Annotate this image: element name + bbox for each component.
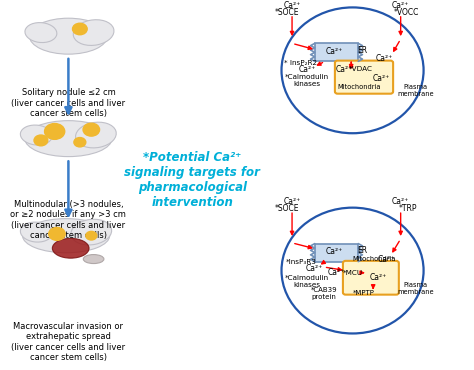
Circle shape bbox=[45, 124, 65, 139]
Text: Plasma
membrane: Plasma membrane bbox=[397, 84, 434, 97]
Text: Mitochondria: Mitochondria bbox=[352, 256, 396, 262]
Ellipse shape bbox=[83, 255, 104, 263]
Text: Ca²⁺: Ca²⁺ bbox=[376, 54, 393, 63]
Text: Plasma
membrane: Plasma membrane bbox=[397, 282, 434, 295]
Text: *TRP: *TRP bbox=[398, 204, 417, 213]
Ellipse shape bbox=[20, 125, 52, 145]
Text: ER: ER bbox=[357, 246, 367, 255]
Ellipse shape bbox=[25, 23, 57, 43]
Text: *Calmodulin
kinases: *Calmodulin kinases bbox=[285, 74, 329, 87]
Ellipse shape bbox=[29, 18, 107, 54]
Text: Ca²⁺: Ca²⁺ bbox=[377, 255, 395, 263]
Text: Ca²⁺: Ca²⁺ bbox=[335, 65, 353, 74]
Bar bbox=[315, 243, 358, 262]
Ellipse shape bbox=[23, 219, 109, 253]
Ellipse shape bbox=[52, 238, 89, 258]
Circle shape bbox=[34, 135, 48, 146]
Text: Macrovascular invasion or
extrahepatic spread
(liver cancer cells and liver
canc: Macrovascular invasion or extrahepatic s… bbox=[11, 322, 126, 362]
Circle shape bbox=[83, 123, 100, 136]
Text: *MPTP: *MPTP bbox=[353, 290, 375, 296]
Ellipse shape bbox=[75, 122, 116, 148]
Bar bbox=[315, 43, 358, 61]
Text: Ca²⁺: Ca²⁺ bbox=[283, 197, 301, 206]
Circle shape bbox=[73, 23, 87, 35]
FancyBboxPatch shape bbox=[343, 261, 399, 295]
Text: Ca²⁺: Ca²⁺ bbox=[373, 74, 390, 83]
Text: Ca²⁺: Ca²⁺ bbox=[328, 268, 345, 277]
Text: Ca²⁺: Ca²⁺ bbox=[392, 197, 409, 206]
Text: *VDAC: *VDAC bbox=[349, 66, 373, 72]
Circle shape bbox=[49, 228, 65, 240]
Text: *CAB39
protein: *CAB39 protein bbox=[310, 287, 337, 300]
Text: Ca²⁺: Ca²⁺ bbox=[326, 47, 343, 56]
Circle shape bbox=[86, 231, 97, 240]
Text: *SOCE: *SOCE bbox=[275, 204, 299, 213]
Text: Ca²⁺: Ca²⁺ bbox=[306, 263, 323, 273]
Text: *Calmodulin
kinases: *Calmodulin kinases bbox=[285, 275, 329, 288]
Text: Solitary nodule ≤2 cm
(liver cancer cells and liver
cancer stem cells): Solitary nodule ≤2 cm (liver cancer cell… bbox=[11, 88, 126, 118]
Text: Multinodular (>3 nodules,
or ≥2 nodules if any >3 cm
(liver cancer cells and liv: Multinodular (>3 nodules, or ≥2 nodules … bbox=[10, 200, 127, 240]
Text: Ca²⁺: Ca²⁺ bbox=[392, 1, 409, 10]
Ellipse shape bbox=[73, 20, 114, 46]
Text: *Potential Ca²⁺
signaling targets for
pharmacological
intervention: *Potential Ca²⁺ signaling targets for ph… bbox=[124, 151, 260, 209]
Text: *SOCE: *SOCE bbox=[275, 8, 299, 17]
FancyBboxPatch shape bbox=[335, 61, 393, 94]
Text: Ca²⁺: Ca²⁺ bbox=[370, 273, 387, 282]
Ellipse shape bbox=[25, 121, 112, 157]
Text: Mitochondria: Mitochondria bbox=[337, 84, 381, 90]
Text: Ca²⁺: Ca²⁺ bbox=[299, 65, 316, 74]
Ellipse shape bbox=[282, 208, 424, 333]
Text: Ca²⁺: Ca²⁺ bbox=[283, 1, 301, 10]
Circle shape bbox=[74, 138, 86, 147]
Text: *MCU: *MCU bbox=[343, 270, 363, 276]
Ellipse shape bbox=[20, 222, 52, 242]
Text: * InsP₂R2: * InsP₂R2 bbox=[284, 60, 317, 66]
Ellipse shape bbox=[71, 219, 112, 245]
Text: *VOCC: *VOCC bbox=[393, 8, 419, 17]
Text: ER: ER bbox=[357, 46, 367, 55]
Text: Ca²⁺: Ca²⁺ bbox=[326, 247, 343, 256]
Text: *InsP₃R3: *InsP₃R3 bbox=[285, 259, 316, 265]
Ellipse shape bbox=[282, 7, 424, 133]
